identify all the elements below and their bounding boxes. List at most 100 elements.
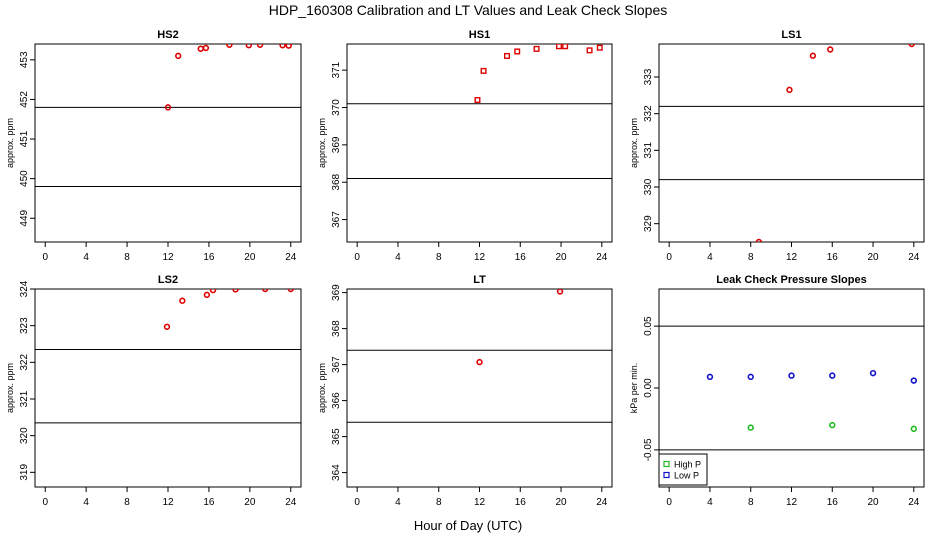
y-tick-label: 370	[331, 99, 342, 116]
x-tick-label: 8	[124, 497, 130, 508]
x-tick-label: 24	[596, 497, 608, 508]
x-tick-label: 12	[474, 497, 486, 508]
x-tick-label: 24	[285, 497, 297, 508]
data-point	[203, 291, 211, 299]
data-point	[480, 67, 487, 74]
data-points	[476, 289, 564, 366]
y-axis-label: approx. ppm	[317, 363, 327, 413]
panel-title: LS2	[158, 274, 178, 286]
y-tick-label: 368	[331, 173, 342, 190]
data-points	[706, 369, 918, 433]
y-tick-label: 320	[19, 427, 30, 444]
data-point	[179, 297, 186, 304]
x-tick-label: 24	[908, 497, 920, 508]
y-axis-label: approx. ppm	[5, 118, 15, 168]
plot-frame	[34, 43, 302, 243]
x-tick-label: 4	[707, 497, 713, 508]
panel-ls2: LS2 0 4 8 12 16 20 24 319 320 321 322 323 324 approx. …	[5, 274, 302, 508]
data-point	[209, 289, 217, 294]
x-tick-label: 16	[203, 497, 215, 508]
x-tick-label: 20	[867, 252, 879, 263]
y-tick-label: 333	[643, 68, 654, 85]
x-tick-label: 16	[203, 252, 215, 263]
panel-leak: Leak Check Pressure Slopes 0 4 8 12 16 20 24 -0.…	[629, 274, 925, 508]
data-point	[556, 289, 564, 295]
x-tick-label: 24	[285, 252, 297, 263]
x-tick-label: 0	[354, 497, 360, 508]
panel-lt: LT 0 4 8 12 16 20 24 364 365 366 367 368 369 approx. p…	[317, 274, 613, 508]
y-tick-label: 367	[331, 211, 342, 228]
data-point	[827, 46, 834, 53]
y-tick-label: 331	[643, 142, 654, 159]
x-tick-label: 12	[162, 252, 174, 263]
y-tick-label: 0.00	[643, 378, 654, 398]
data-point	[256, 44, 264, 48]
y-tick-label: 323	[19, 317, 30, 334]
page-title: HDP_160308 Calibration and LT Values and…	[268, 2, 668, 18]
data-point	[197, 45, 204, 52]
legend-swatch	[663, 460, 670, 468]
x-tick-label: 20	[244, 497, 256, 508]
plot-frame	[658, 43, 925, 243]
plot-frame	[346, 43, 613, 243]
y-tick-label: 364	[331, 464, 342, 481]
x-tick-label: 8	[748, 497, 754, 508]
y-axis-label: kPa per min.	[629, 363, 639, 414]
x-tick-label: 4	[395, 497, 401, 508]
data-point	[747, 373, 754, 381]
y-tick-label: 452	[19, 91, 30, 108]
x-tick-label: 8	[124, 252, 130, 263]
legend-entry: High P	[674, 460, 701, 470]
data-point	[556, 44, 563, 50]
x-tick-label: 20	[555, 497, 567, 508]
y-axis-label: approx. ppm	[317, 118, 327, 168]
y-tick-label: 321	[19, 390, 30, 407]
panel-title: HS1	[469, 29, 490, 41]
y-tick-label: 369	[331, 136, 342, 153]
y-tick-label: 450	[19, 170, 30, 187]
data-points	[755, 44, 915, 242]
x-tick-label: 20	[867, 497, 879, 508]
y-tick-label: 324	[19, 280, 30, 297]
x-tick-label: 16	[515, 252, 527, 263]
x-tick-label: 24	[596, 252, 608, 263]
data-point	[829, 421, 836, 429]
y-tick-label: 365	[331, 428, 342, 445]
x-tick-label: 12	[786, 497, 798, 508]
panel-title: LS1	[781, 29, 801, 41]
x-tick-label: 4	[707, 252, 713, 263]
y-tick-label: -0.05	[643, 438, 654, 461]
data-point	[202, 44, 210, 52]
x-tick-label: 4	[83, 252, 89, 263]
data-point	[285, 44, 292, 49]
panel-title: HS2	[157, 29, 178, 41]
x-tick-label: 12	[474, 252, 486, 263]
data-point	[226, 44, 233, 48]
y-tick-label: 449	[19, 209, 30, 226]
data-points	[164, 44, 292, 111]
data-point	[786, 86, 793, 94]
data-point	[910, 425, 918, 433]
x-tick-label: 16	[827, 497, 839, 508]
data-point	[829, 372, 836, 379]
data-point	[747, 424, 754, 431]
data-point	[809, 52, 817, 59]
legend-box	[658, 453, 708, 486]
x-axis-title: Hour of Day (UTC)	[413, 518, 523, 533]
data-point	[562, 44, 569, 50]
y-tick-label: 368	[331, 320, 342, 337]
panel-title: LT	[473, 274, 486, 286]
panel-title: Leak Check Pressure Slopes	[716, 274, 866, 286]
x-tick-label: 0	[666, 497, 672, 508]
data-points	[474, 44, 603, 104]
y-tick-label: 451	[19, 130, 30, 147]
data-point	[788, 372, 795, 379]
data-point	[261, 289, 269, 293]
x-tick-label: 16	[515, 497, 527, 508]
x-tick-label: 8	[436, 252, 442, 263]
y-tick-label: 453	[19, 51, 30, 68]
y-tick-label: 322	[19, 354, 30, 371]
y-axis-label: approx. ppm	[629, 118, 639, 168]
